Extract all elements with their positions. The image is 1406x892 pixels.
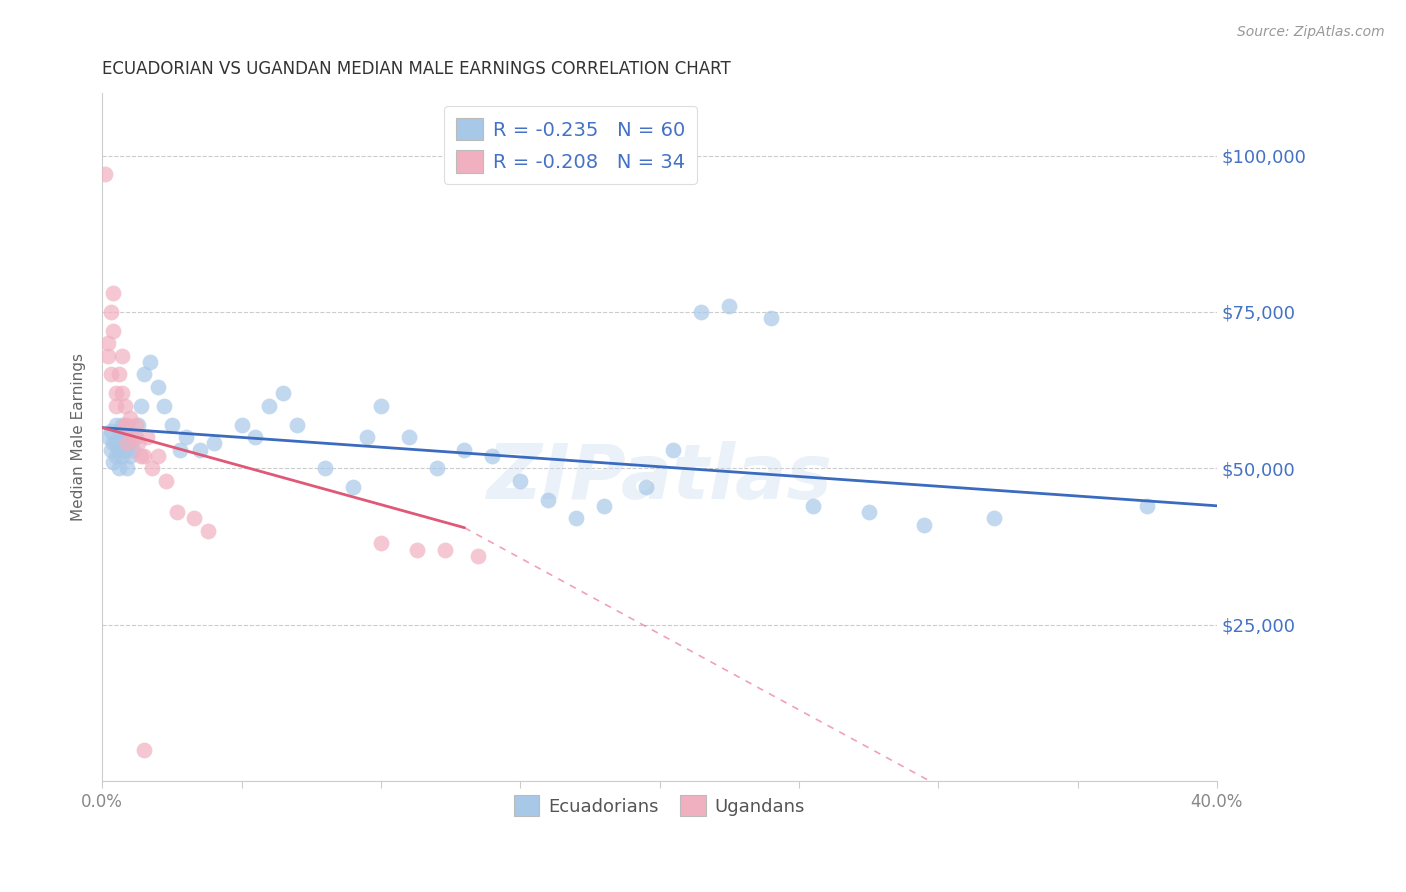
Point: [97, 349, 120, 363]
Point: [202, 436, 225, 450]
Point: [124, 430, 146, 444]
Point: [127, 436, 149, 450]
Point: [231, 417, 253, 432]
Point: [197, 524, 219, 538]
Point: [245, 430, 267, 444]
Point: [100, 368, 122, 382]
Point: [141, 461, 163, 475]
Point: [121, 430, 143, 444]
Point: [94, 167, 117, 181]
Text: ZIPatlas: ZIPatlas: [486, 442, 832, 516]
Point: [565, 511, 588, 525]
Point: [342, 480, 364, 494]
Point: [160, 417, 183, 432]
Point: [259, 399, 281, 413]
Legend: Ecuadorians, Ugandans: Ecuadorians, Ugandans: [506, 789, 813, 823]
Point: [634, 480, 657, 494]
Point: [111, 449, 134, 463]
Point: [285, 417, 308, 432]
Point: [188, 442, 211, 457]
Point: [467, 549, 489, 563]
Point: [108, 442, 131, 457]
Point: [983, 511, 1005, 525]
Point: [100, 424, 122, 438]
Text: ECUADORIAN VS UGANDAN MEDIAN MALE EARNINGS CORRELATION CHART: ECUADORIAN VS UGANDAN MEDIAN MALE EARNIN…: [103, 60, 731, 78]
Point: [174, 430, 197, 444]
Point: [166, 505, 188, 519]
Point: [103, 436, 125, 450]
Point: [718, 299, 741, 313]
Point: [509, 474, 531, 488]
Point: [801, 499, 824, 513]
Point: [912, 517, 935, 532]
Point: [120, 449, 142, 463]
Point: [124, 417, 146, 432]
Point: [114, 442, 136, 457]
Point: [100, 442, 122, 457]
Point: [103, 455, 125, 469]
Point: [111, 349, 134, 363]
Point: [127, 417, 149, 432]
Point: [105, 417, 128, 432]
Point: [426, 461, 449, 475]
Point: [114, 399, 136, 413]
Point: [111, 386, 134, 401]
Point: [1136, 499, 1159, 513]
Point: [356, 430, 378, 444]
Point: [169, 442, 191, 457]
Point: [138, 355, 160, 369]
Point: [120, 411, 142, 425]
Point: [120, 436, 142, 450]
Point: [690, 305, 713, 319]
Point: [117, 430, 139, 444]
Point: [117, 436, 139, 450]
Point: [117, 461, 139, 475]
Point: [103, 324, 125, 338]
Point: [155, 474, 177, 488]
Point: [114, 424, 136, 438]
Point: [108, 424, 131, 438]
Point: [537, 492, 560, 507]
Y-axis label: Median Male Earnings: Median Male Earnings: [72, 353, 86, 521]
Point: [132, 449, 155, 463]
Point: [146, 380, 169, 394]
Point: [398, 430, 420, 444]
Point: [132, 742, 155, 756]
Point: [135, 430, 157, 444]
Point: [105, 436, 128, 450]
Point: [100, 305, 122, 319]
Point: [129, 449, 152, 463]
Point: [132, 368, 155, 382]
Point: [183, 511, 205, 525]
Point: [121, 442, 143, 457]
Point: [111, 430, 134, 444]
Point: [105, 449, 128, 463]
Point: [592, 499, 614, 513]
Point: [108, 368, 131, 382]
Point: [111, 417, 134, 432]
Point: [314, 461, 336, 475]
Point: [453, 442, 475, 457]
Point: [97, 336, 120, 351]
Point: [406, 542, 429, 557]
Point: [129, 399, 152, 413]
Point: [108, 461, 131, 475]
Point: [370, 536, 392, 550]
Point: [273, 386, 295, 401]
Point: [481, 449, 503, 463]
Point: [433, 542, 456, 557]
Point: [105, 386, 128, 401]
Point: [759, 311, 782, 326]
Point: [370, 399, 392, 413]
Point: [146, 449, 169, 463]
Point: [103, 286, 125, 301]
Point: [662, 442, 685, 457]
Point: [105, 399, 128, 413]
Text: Source: ZipAtlas.com: Source: ZipAtlas.com: [1237, 25, 1385, 39]
Point: [152, 399, 174, 413]
Point: [97, 430, 120, 444]
Point: [114, 417, 136, 432]
Point: [858, 505, 880, 519]
Point: [117, 417, 139, 432]
